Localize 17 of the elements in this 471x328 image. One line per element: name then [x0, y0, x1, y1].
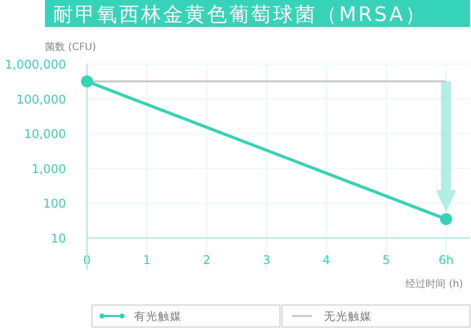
x-tick-label: 5: [382, 253, 390, 267]
x-tick-label: 4: [322, 253, 330, 267]
legend-label: 无光触媒: [324, 310, 372, 323]
y-tick-label: 100: [43, 196, 66, 211]
x-tick-label: 3: [262, 253, 270, 267]
x-tick-label: 6h: [438, 253, 454, 267]
chart-title: 耐甲氧西林金黄色葡萄球菌（MRSA）: [53, 2, 427, 26]
y-tick-label: 1,000: [32, 162, 66, 176]
y-tick-label: 10: [50, 232, 66, 246]
x-tick-label: 1: [143, 253, 151, 267]
x-axis-title: 经过时间 (h): [406, 278, 464, 290]
y-axis-title: 菌数 (CFU): [45, 41, 96, 53]
y-tick-label: 100,000: [16, 92, 66, 106]
y-tick-label: 10,000: [24, 127, 66, 142]
x-tick-label: 2: [202, 253, 211, 267]
legend-label: 有光触媒: [134, 310, 182, 323]
y-tick-label: 1,000,000: [4, 58, 66, 72]
